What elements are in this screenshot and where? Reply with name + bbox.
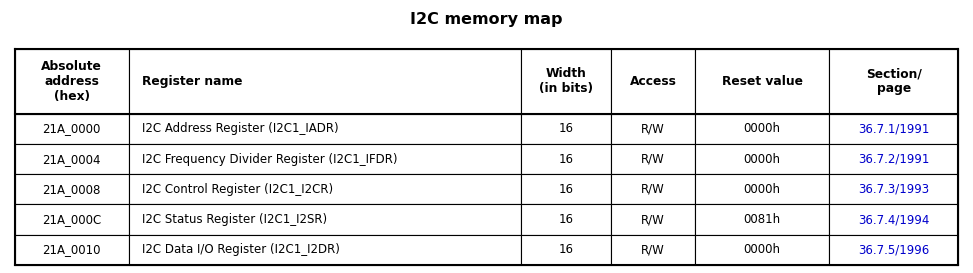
Bar — [522, 174, 611, 204]
Text: R/W: R/W — [641, 153, 665, 166]
Bar — [829, 174, 958, 204]
Text: 0000h: 0000h — [743, 153, 780, 166]
Text: 36.7.1/1991: 36.7.1/1991 — [858, 122, 929, 135]
Bar — [611, 49, 695, 114]
Bar — [522, 49, 611, 114]
Bar — [522, 235, 611, 265]
Bar — [829, 235, 958, 265]
Text: R/W: R/W — [641, 213, 665, 226]
Text: 36.7.3/1993: 36.7.3/1993 — [858, 183, 929, 196]
Bar — [611, 235, 695, 265]
Bar — [829, 114, 958, 144]
Text: I2C Frequency Divider Register (I2C1_IFDR): I2C Frequency Divider Register (I2C1_IFD… — [142, 153, 398, 166]
Bar — [15, 49, 128, 114]
Bar — [611, 174, 695, 204]
Bar — [15, 114, 128, 144]
Text: 36.7.2/1991: 36.7.2/1991 — [858, 153, 929, 166]
Text: Register name: Register name — [142, 75, 243, 88]
Text: I2C Control Register (I2C1_I2CR): I2C Control Register (I2C1_I2CR) — [142, 183, 334, 196]
Text: 16: 16 — [559, 153, 573, 166]
Bar — [522, 144, 611, 174]
Text: Width
(in bits): Width (in bits) — [539, 67, 593, 96]
Bar — [128, 49, 522, 114]
Text: 21A_0008: 21A_0008 — [43, 183, 101, 196]
Bar — [15, 174, 128, 204]
Bar — [611, 114, 695, 144]
Bar — [695, 174, 829, 204]
Bar — [829, 144, 958, 174]
Bar — [128, 174, 522, 204]
Bar — [829, 49, 958, 114]
Text: 21A_000C: 21A_000C — [42, 213, 101, 226]
Text: 21A_0000: 21A_0000 — [43, 122, 101, 135]
Text: I2C memory map: I2C memory map — [411, 12, 562, 26]
Text: Access: Access — [630, 75, 676, 88]
Text: 36.7.4/1994: 36.7.4/1994 — [858, 213, 929, 226]
Text: 16: 16 — [559, 243, 573, 256]
Bar — [829, 204, 958, 235]
Bar — [522, 114, 611, 144]
Bar — [15, 235, 128, 265]
Text: I2C Address Register (I2C1_IADR): I2C Address Register (I2C1_IADR) — [142, 122, 340, 135]
Text: Absolute
address
(hex): Absolute address (hex) — [41, 60, 102, 103]
Bar — [611, 144, 695, 174]
Text: 21A_0010: 21A_0010 — [43, 243, 101, 256]
Text: 21A_0004: 21A_0004 — [43, 153, 101, 166]
Text: R/W: R/W — [641, 183, 665, 196]
Bar — [128, 204, 522, 235]
Text: Section/
page: Section/ page — [866, 67, 921, 96]
Text: 36.7.5/1996: 36.7.5/1996 — [858, 243, 929, 256]
Text: R/W: R/W — [641, 243, 665, 256]
Text: R/W: R/W — [641, 122, 665, 135]
Bar — [15, 144, 128, 174]
Bar — [611, 204, 695, 235]
Bar — [15, 204, 128, 235]
Bar — [695, 144, 829, 174]
Bar — [128, 235, 522, 265]
Text: 0081h: 0081h — [743, 213, 780, 226]
Text: 16: 16 — [559, 183, 573, 196]
Text: I2C Status Register (I2C1_I2SR): I2C Status Register (I2C1_I2SR) — [142, 213, 328, 226]
Bar — [522, 204, 611, 235]
Bar — [695, 235, 829, 265]
Text: I2C Data I/O Register (I2C1_I2DR): I2C Data I/O Register (I2C1_I2DR) — [142, 243, 341, 256]
Text: 16: 16 — [559, 213, 573, 226]
Text: 0000h: 0000h — [743, 183, 780, 196]
Bar — [695, 49, 829, 114]
Text: 0000h: 0000h — [743, 243, 780, 256]
Text: 0000h: 0000h — [743, 122, 780, 135]
Bar — [695, 114, 829, 144]
Bar — [695, 204, 829, 235]
Bar — [128, 114, 522, 144]
Bar — [128, 144, 522, 174]
Text: Reset value: Reset value — [722, 75, 803, 88]
Text: 16: 16 — [559, 122, 573, 135]
